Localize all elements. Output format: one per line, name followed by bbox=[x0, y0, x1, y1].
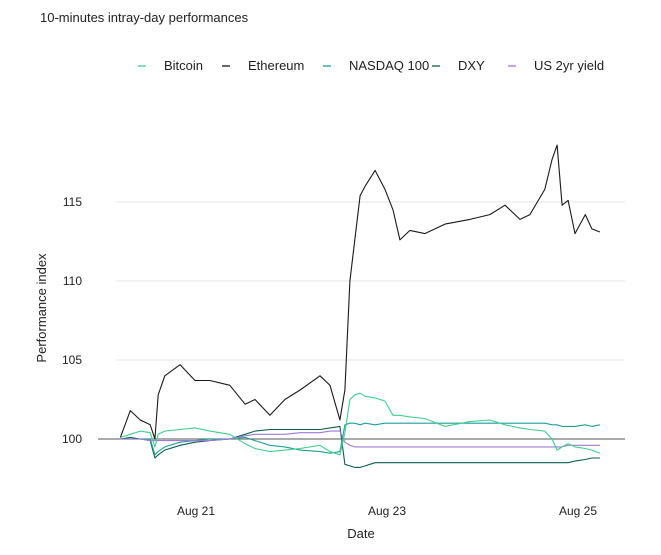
legend: Bitcoin Ethereum NASDAQ 100 DXY US 2yr yield bbox=[138, 58, 604, 73]
legend-item: Bitcoin bbox=[138, 58, 203, 73]
x-tick-label: Aug 23 bbox=[368, 504, 406, 518]
series-line-nasdaq-100 bbox=[120, 422, 601, 456]
legend-item: NASDAQ 100 bbox=[323, 58, 429, 73]
y-tick-label: 105 bbox=[62, 353, 82, 367]
gridlines bbox=[98, 201, 625, 440]
legend-label: US 2yr yield bbox=[534, 58, 604, 73]
legend-item: Ethereum bbox=[222, 58, 304, 73]
series-line-us-2yr-yield bbox=[120, 430, 600, 448]
series-line-ethereum bbox=[119, 144, 601, 440]
legend-item: US 2yr yield bbox=[508, 58, 604, 73]
chart-title: 10-minutes intray-day performances bbox=[40, 10, 249, 25]
legend-label: DXY bbox=[458, 58, 485, 73]
y-axis-label: Performance index bbox=[34, 253, 49, 363]
series-line-bitcoin bbox=[120, 392, 601, 456]
y-tick-label: 115 bbox=[63, 195, 82, 209]
series-line-dxy bbox=[120, 425, 600, 468]
legend-item: DXY bbox=[432, 58, 485, 73]
legend-label: NASDAQ 100 bbox=[349, 58, 429, 73]
axes: 100 105 110 115 Aug 21 Aug 23 Aug 25 bbox=[62, 195, 597, 518]
x-tick-label: Aug 21 bbox=[177, 504, 215, 518]
x-tick-label: Aug 25 bbox=[559, 504, 597, 518]
legend-label: Bitcoin bbox=[164, 58, 203, 73]
legend-label: Ethereum bbox=[248, 58, 304, 73]
x-axis-label: Date bbox=[347, 526, 374, 541]
series-lines bbox=[119, 144, 601, 468]
y-tick-label: 110 bbox=[63, 274, 82, 288]
y-tick-label: 100 bbox=[62, 432, 82, 446]
